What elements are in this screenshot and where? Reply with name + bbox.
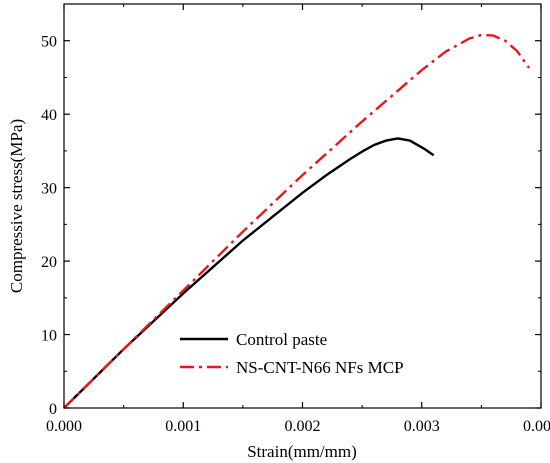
legend-label-ns-cnt-n66: NS-CNT-N66 NFs MCP	[236, 358, 404, 377]
x-tick-label-4: 0.004	[523, 418, 550, 435]
y-tick-label-3: 30	[41, 181, 57, 198]
x-tick-label-3: 0.003	[404, 418, 440, 435]
y-tick-label-1: 10	[41, 328, 57, 345]
legend: Control paste NS-CNT-N66 NFs MCP	[180, 330, 404, 377]
y-tick-label-2: 20	[41, 254, 57, 271]
series-line-0	[63, 137, 435, 409]
y-tick-label-4: 40	[41, 107, 57, 124]
legend-label-control-paste: Control paste	[236, 330, 327, 349]
ticks-layer: 0.000 0.001 0.002 0.003 0.004 0 10 20 30 40 50	[41, 4, 550, 435]
series-line-1	[63, 33, 531, 409]
x-tick-label-1: 0.001	[165, 418, 201, 435]
x-axis-title: Strain(mm/mm)	[247, 442, 357, 461]
y-tick-label-5: 50	[41, 34, 57, 51]
y-axis-title: Compressive stress(MPa)	[7, 119, 26, 293]
x-tick-label-0: 0.000	[46, 418, 82, 435]
series-layer	[63, 33, 531, 409]
y-tick-label-0: 0	[49, 401, 57, 418]
x-tick-label-2: 0.002	[285, 418, 321, 435]
